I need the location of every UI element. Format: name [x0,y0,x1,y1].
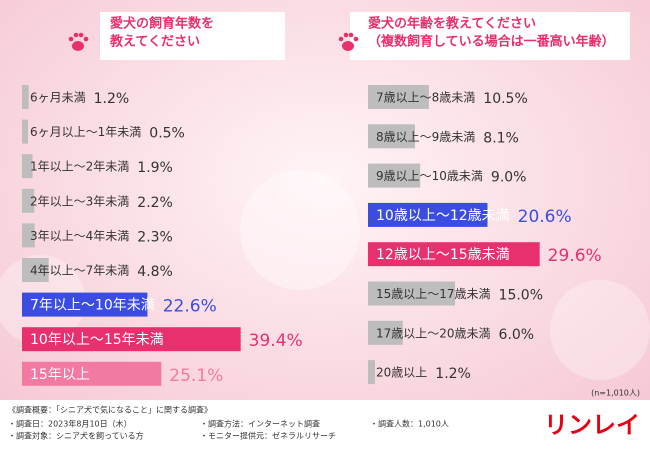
value-label: 1.2% [435,366,471,382]
footer-panel [0,400,650,450]
bar [22,327,241,352]
bar [22,361,162,386]
value-label: 1.2% [94,91,130,107]
value-label: 0.5% [149,126,185,142]
bar [368,320,403,345]
category-label: 20歳以上 [376,366,427,380]
category-label: 7年以上〜10年未満 [30,298,155,314]
value-label: 29.6% [548,246,602,266]
bar [22,85,29,109]
bar [368,360,375,385]
value-label: 4.8% [137,264,173,280]
bar [22,223,35,248]
value-label: 25.1% [169,366,223,386]
value-label: 8.1% [483,130,519,146]
value-label: 20.6% [518,207,572,227]
bar [22,292,148,317]
value-label: 2.3% [137,229,173,245]
value-label: 10.5% [483,91,527,107]
footer-heading: 《調査概要：「シニア犬で気になること」に関する調査》 [8,405,212,415]
bar [22,258,49,282]
category-label: 15年以上 [30,367,90,383]
bar [22,188,35,213]
category-label: 9歳以上〜10歳未満 [376,169,483,183]
value-label: 39.4% [249,331,303,351]
footer-item: ・調査方法：インターネット調査 [200,419,320,429]
value-label: 1.9% [137,160,173,176]
bar [368,202,488,227]
bar [368,281,455,306]
chart-title: 愛犬の年齢を教えてください [368,16,536,32]
category-label: 17歳以上〜20歳未満 [376,326,491,340]
category-label: 7歳以上〜8歳未満 [376,91,475,105]
value-label: 9.0% [491,170,527,186]
footer-item: ・モニター提供元：ゼネラルリサーチ [200,431,336,441]
title-box [100,12,285,60]
category-label: 1年以上〜2年未満 [30,160,129,174]
value-label: 15.0% [499,288,543,304]
bar [368,163,421,188]
bar [368,124,415,149]
category-label: 15歳以上〜17歳未満 [376,287,491,301]
bar [368,85,429,109]
value-label: 6.0% [499,327,535,343]
paw-icon [338,32,359,51]
paw-icon [68,32,89,51]
bar [22,154,33,179]
sample-note: (n=1,010人) [591,389,640,398]
footer-item: ・調査人数：1,010人 [370,419,449,429]
bar [22,119,28,144]
value-label: 22.6% [163,297,217,317]
category-label: 10歳以上〜12歳未満 [376,208,510,224]
category-label: 12歳以上〜15歳未満 [376,247,510,263]
bar [368,242,540,267]
category-label: 8歳以上〜9歳未満 [376,130,475,144]
bokeh [550,280,650,380]
category-label: 6ヶ月未満 [30,91,86,105]
chart-title: 愛犬の飼育年数を [110,16,214,32]
category-label: 3年以上〜4年未満 [30,229,129,243]
value-label: 2.2% [137,195,173,211]
bokeh [240,170,360,290]
chart-title: （複数飼育している場合は一番高い年齢） [368,34,615,50]
title-box [350,12,630,60]
footer-item: ・調査対象：シニア犬を飼っている方 [8,431,144,441]
chart-title: 教えてください [109,34,200,50]
category-label: 2年以上〜3年未満 [30,194,129,208]
category-label: 4年以上〜7年未満 [30,264,129,278]
logo: リンレイ [544,411,640,439]
category-label: 10年以上〜15年未満 [30,332,164,348]
footer-item: ・調査日：2023年8月10日（木） [8,419,132,429]
category-label: 6ヶ月以上〜1年未満 [30,125,141,139]
